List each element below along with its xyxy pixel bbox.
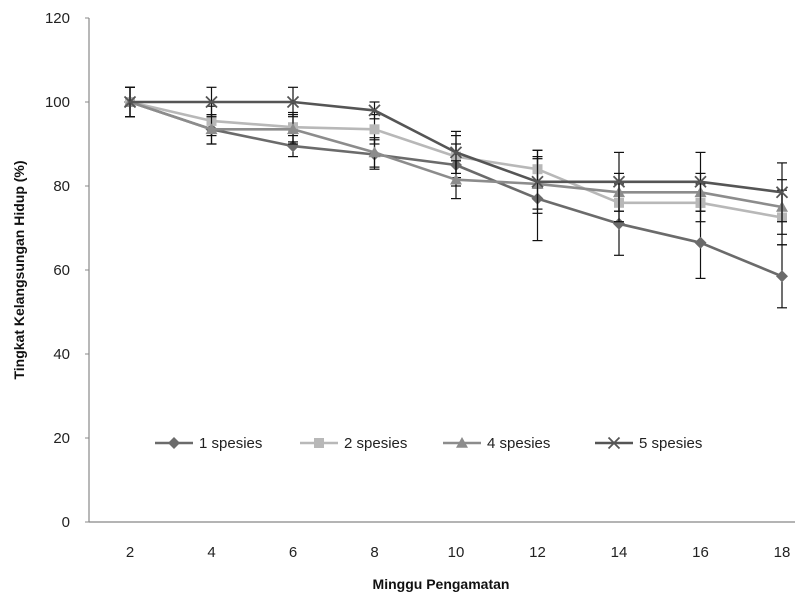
x-tick-label: 18 (774, 544, 791, 561)
y-tick-label: 60 (53, 262, 70, 279)
data-point (369, 124, 380, 135)
data-point (613, 217, 625, 230)
data-point (694, 175, 707, 188)
x-tick-label: 10 (448, 544, 465, 561)
series-group (123, 86, 789, 309)
x-tick-label: 6 (289, 544, 297, 561)
y-tick-label: 120 (45, 10, 70, 27)
marker-stroke (368, 104, 381, 117)
y-axis-title: Tingkat Kelangsungan Hidup (%) (11, 160, 27, 379)
data-point (205, 123, 218, 135)
data-point (368, 104, 381, 117)
legend-label: 4 spesies (487, 435, 550, 452)
x-tick-label: 16 (692, 544, 709, 561)
x-axis-title: Minggu Pengamatan (373, 576, 510, 592)
y-tick-label: 0 (62, 514, 70, 531)
data-point (449, 146, 463, 159)
series-4 (123, 86, 789, 223)
data-point (531, 175, 544, 188)
marker-stroke (612, 175, 626, 188)
x-tick-label: 14 (611, 544, 628, 561)
marker-stroke (531, 175, 544, 188)
x-tick-label: 4 (207, 544, 215, 561)
legend: 1 spesies 2 spesies 4 spesies 5 spesies (155, 435, 702, 452)
x-tick-label: 2 (126, 544, 134, 561)
legend-entry-2: 2 spesies (300, 435, 407, 452)
x-tick-labels: 2 4 6 8 10 12 14 16 18 (126, 544, 791, 561)
data-point (287, 140, 299, 153)
legend-entry-1: 1 spesies (155, 435, 262, 452)
data-point (287, 123, 299, 135)
marker-stroke (449, 146, 463, 159)
legend-marker (314, 438, 324, 448)
legend-marker (607, 436, 621, 450)
marker-stroke (607, 436, 621, 450)
legend-entry-4: 5 spesies (595, 435, 702, 452)
legend-label: 2 spesies (344, 435, 407, 452)
legend-label: 5 spesies (639, 435, 702, 452)
data-point (612, 175, 626, 188)
y-tick-label: 80 (53, 178, 70, 195)
data-point (775, 186, 789, 199)
data-point (286, 95, 300, 109)
data-point (205, 95, 218, 109)
y-tick-label: 20 (53, 430, 70, 447)
y-tick-label: 100 (45, 94, 70, 111)
legend-marker (168, 437, 180, 449)
data-point (368, 146, 381, 158)
y-tick-label: 40 (53, 346, 70, 363)
marker-stroke (123, 95, 137, 109)
marker-stroke (694, 175, 707, 188)
x-tick-label: 8 (370, 544, 378, 561)
marker-stroke (205, 95, 218, 109)
y-tick-labels: 0 20 40 60 80 100 120 (45, 10, 89, 531)
marker-stroke (775, 186, 789, 199)
legend-marker (456, 437, 468, 448)
marker-stroke (286, 95, 300, 109)
x-tick-label: 12 (529, 544, 546, 561)
data-point (123, 95, 137, 109)
legend-entry-3: 4 spesies (443, 435, 550, 452)
legend-label: 1 spesies (199, 435, 262, 452)
data-point (776, 270, 788, 283)
data-point (450, 173, 462, 185)
data-point (694, 236, 707, 249)
